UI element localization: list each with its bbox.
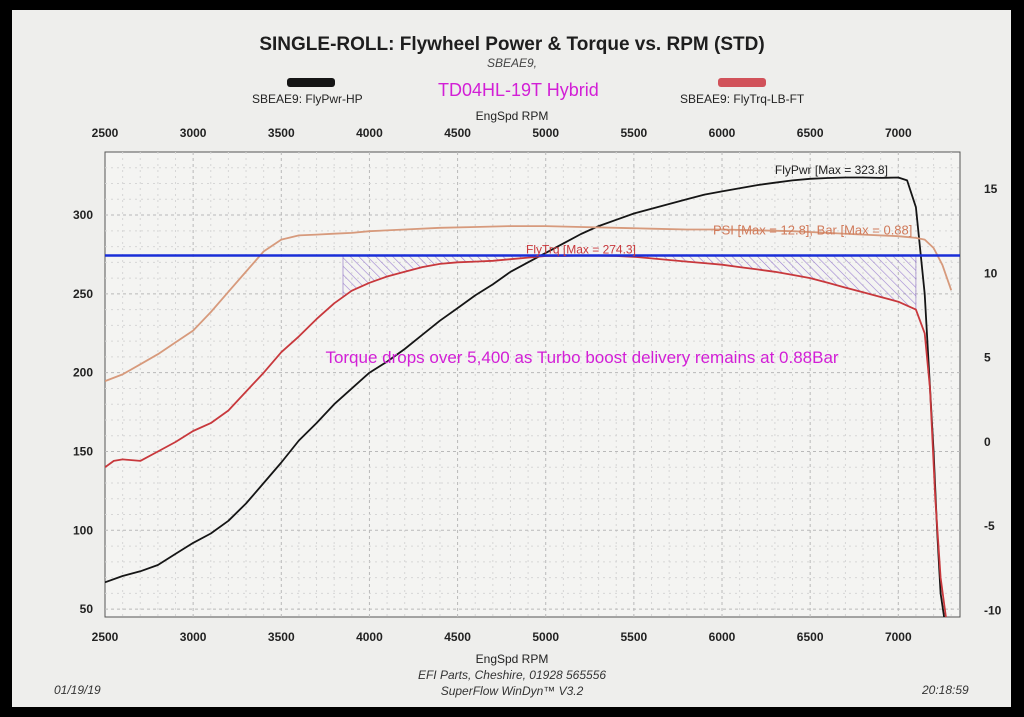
- y-left-tick-label: 250: [73, 287, 93, 301]
- x-tick-label-bottom: 4500: [444, 630, 471, 644]
- x-tick-label-top: 4500: [444, 126, 471, 140]
- x-tick-label-bottom: 5000: [532, 630, 559, 644]
- turbo-annotation: TD04HL-19T Hybrid: [438, 80, 599, 100]
- power-max-label: FlyPwr [Max = 323.8]: [775, 163, 888, 177]
- x-tick-label-bottom: 5500: [621, 630, 648, 644]
- y-right-tick-label: 15: [984, 182, 998, 196]
- x-tick-label-bottom: 2500: [92, 630, 119, 644]
- x-tick-label-bottom: 4000: [356, 630, 383, 644]
- x-tick-label-bottom: 6500: [797, 630, 824, 644]
- x-tick-label-top: 5500: [621, 126, 648, 140]
- plot-area: [104, 151, 961, 618]
- y-right-tick-label: 5: [984, 351, 991, 365]
- x-tick-label-bottom: 6000: [709, 630, 736, 644]
- y-left-tick-label: 200: [73, 366, 93, 380]
- chart-subtitle: SBEAE9,: [486, 56, 538, 70]
- y-right-tick-label: -5: [984, 519, 995, 533]
- y-left-tick-label: 100: [73, 523, 93, 537]
- x-tick-label-top: 4000: [356, 126, 383, 140]
- x-tick-label-top: 6000: [709, 126, 736, 140]
- footer-software: SuperFlow WinDyn™ V3.2: [440, 684, 584, 698]
- y-left-tick-label: 300: [73, 208, 93, 222]
- torque-max-label: FlyTrq [Max = 274.3]: [526, 243, 636, 257]
- y-left-tick-label: 150: [73, 444, 93, 458]
- y-right-tick-label: 10: [984, 266, 998, 280]
- legend-torque-swatch: [718, 78, 766, 87]
- chart-title: SINGLE-ROLL: Flywheel Power & Torque vs.…: [259, 34, 765, 55]
- x-tick-label-top: 7000: [885, 126, 912, 140]
- legend-power-swatch: [287, 78, 335, 87]
- footer-company: EFI Parts, Cheshire, 01928 565556: [417, 668, 607, 682]
- boost-max-label: PSI [Max = 12.8], Bar [Max = 0.88]: [713, 223, 912, 238]
- boost-line: [105, 225, 953, 382]
- x-tick-label-bottom: 7000: [885, 630, 912, 644]
- x-tick-label-bottom: 3500: [268, 630, 295, 644]
- legend-power-label: SBEAE9: FlyPwr-HP: [252, 92, 363, 106]
- x-axis-title-bottom: EngSpd RPM: [475, 652, 549, 666]
- x-tick-label-top: 6500: [797, 126, 824, 140]
- legend-torque-label: SBEAE9: FlyTrq-LB-FT: [680, 92, 805, 106]
- x-tick-label-top: 2500: [92, 126, 119, 140]
- y-right-tick-label: 0: [984, 435, 991, 449]
- observation-label: Torque drops over 5,400 as Turbo boost d…: [325, 348, 838, 367]
- x-tick-label-top: 3000: [180, 126, 207, 140]
- footer-date: 01/19/19: [54, 683, 101, 697]
- x-tick-label-top: 5000: [532, 126, 559, 140]
- y-left-tick-label: 50: [80, 602, 94, 616]
- power-line: [105, 176, 945, 617]
- footer-time: 20:18:59: [922, 683, 969, 697]
- x-axis-title-top: EngSpd RPM: [475, 109, 549, 123]
- x-tick-label-bottom: 3000: [180, 630, 207, 644]
- y-right-tick-label: -10: [984, 603, 1002, 617]
- x-tick-label-top: 3500: [268, 126, 295, 140]
